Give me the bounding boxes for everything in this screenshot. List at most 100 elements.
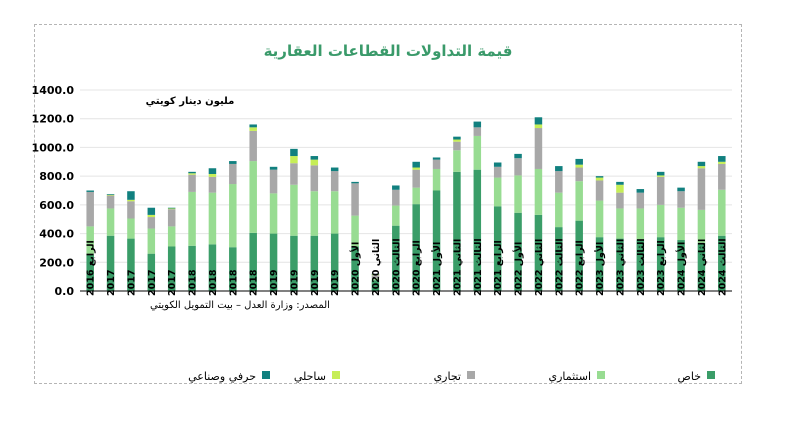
grid-lines [80,89,732,263]
bar-segment [167,208,176,210]
bar-segment [167,226,176,247]
x-tick-label: الأول 2023 [594,242,606,296]
bar-segment [310,191,319,236]
x-tick-label: 2019 [289,270,300,296]
x-tick-label: الأول 2022 [513,242,525,296]
bar-segment [351,246,359,291]
bar-segment [371,274,380,276]
bar-segment [412,187,420,205]
bar-segment [249,130,257,162]
bar-segment [677,207,685,241]
legend-swatch [597,371,605,379]
bar-segment [656,204,665,238]
bar-segment [473,135,482,170]
bar-segment [412,204,420,291]
bar-segment [595,177,604,181]
legend-swatch [262,371,270,379]
bar-segment [290,156,298,164]
chart-frame [34,24,742,384]
bar-segment [718,189,726,236]
bar-segment [534,168,543,215]
legend-label: تجاري [434,370,461,383]
bar-segment [432,157,441,160]
x-tick-label: الثاني 2021 [452,239,463,296]
bar-segment [269,193,278,234]
bar-segment [188,173,196,175]
bar-segment [616,184,624,193]
bar-segment [147,214,156,218]
bar-segment [86,226,94,255]
bar-segment [290,184,298,236]
x-tick-label: 2018 [249,269,260,296]
x-tick-label: الأول 2020 [350,242,362,296]
x-tick-label: 2017 [167,270,178,296]
bar-segment [473,127,482,136]
x-tick-label: الرابع 2022 [575,240,586,296]
bar-segment [595,237,604,291]
y-tick-label: 1200.0 [32,113,75,126]
bar-segment [330,171,339,192]
bar-segment [453,136,461,140]
x-tick-label: الأول 2024 [676,242,688,296]
bar-segment [453,139,461,142]
source-note: المصدر: وزارة العدل – بيت التمويل الكويت… [150,300,330,311]
bar-segment [677,240,685,291]
x-tick-label: الثالث 2020 [391,238,402,296]
bar-segment [636,208,645,240]
bar-segment [412,167,420,170]
y-tick-label: 200.0 [39,256,74,269]
bar-segment [208,176,217,193]
bar-segment [514,153,522,159]
bar-segment [656,171,665,176]
bar-segment [106,195,115,209]
bar-segment [534,124,543,129]
legend: خاص استثماري تجاري ساحلي حرفي وصناعي [188,370,715,383]
legend-swatch [467,371,475,379]
bar-segment [392,189,400,206]
y-tick-label: 1000.0 [32,141,75,154]
bar-segment [616,208,624,239]
bar-segment [473,169,482,291]
bar-segment [310,165,319,192]
bar-segment [127,199,135,202]
y-tick-label: 800.0 [39,170,74,183]
bar-segment [575,164,583,168]
bar-segment [677,191,685,208]
x-tick-label: الثاني 2020 [371,239,382,296]
bar-segment [208,168,217,174]
legend-swatch [707,371,715,379]
bar-segment [208,192,217,245]
legend-label: خاص [678,370,701,383]
bar-segment [147,253,156,291]
x-tick-label: الثالث 2022 [554,238,565,296]
x-tick-label: الثاني 2024 [697,239,708,296]
bar-segment [167,209,176,227]
bar-segment [269,233,278,291]
bar-segment [575,167,583,182]
bar-segment [310,159,319,166]
legend-label: ساحلي [294,370,326,383]
bar-segment [595,200,604,238]
bar-segment [371,273,380,275]
y-axis-ticks: 0.0 200.0 400.0 600.0 800.0 1000.0 1200.0 1400.… [32,84,75,298]
bar-segment [718,235,726,291]
bar-segment [351,215,359,247]
bar-segment [453,150,461,172]
x-tick-label: الأول 2021 [431,242,443,296]
bar-segment [147,217,156,229]
bar-segment [616,192,624,209]
bar-segment [432,168,441,191]
bar-segment [290,148,298,157]
bar-segment [697,166,706,169]
bar-segment [575,181,583,221]
bar-segment [147,228,156,254]
bar-segment [636,192,645,209]
bar-segment [167,246,176,291]
bar-segment [208,244,217,291]
unit-label: مليون دينار كويتي [146,96,235,107]
bar-segment [351,183,359,216]
bar-segment [555,171,563,193]
bar-segment [392,185,400,190]
y-tick-label: 0.0 [55,285,75,298]
